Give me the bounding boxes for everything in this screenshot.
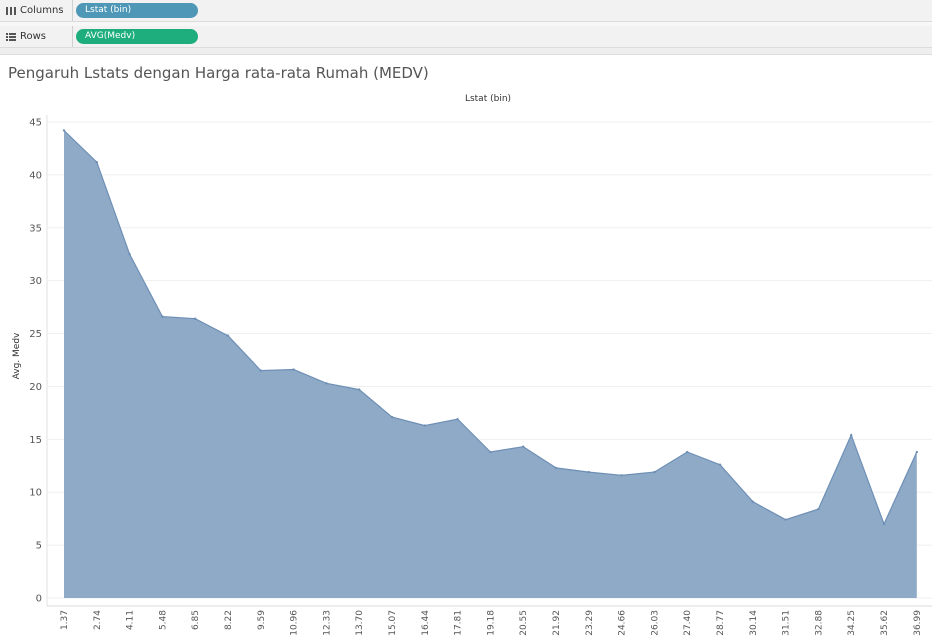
y-tick-label: 45: [29, 118, 42, 129]
y-tick-label: 10: [29, 488, 42, 499]
x-tick-label: 17.81: [454, 610, 464, 636]
column-header: Lstat (bin): [464, 94, 512, 104]
lstat-bin-pill[interactable]: Lstat (bin): [76, 3, 198, 18]
x-tick-label: 9.59: [257, 610, 267, 630]
x-tick-label: 8.22: [224, 610, 234, 630]
y-tick-label: 35: [29, 223, 42, 234]
data-point: [915, 450, 918, 454]
y-tick-label: 5: [36, 541, 42, 552]
data-point: [128, 253, 131, 256]
columns-icon: [6, 6, 16, 16]
x-tick-label: 2.74: [93, 610, 103, 630]
data-point: [161, 315, 164, 318]
rows-shelf-label: Rows: [0, 26, 73, 47]
data-point: [292, 368, 295, 371]
data-point: [784, 518, 787, 521]
data-point: [456, 418, 459, 421]
x-tick-label: 34.25: [847, 610, 857, 636]
data-point: [390, 415, 394, 419]
data-point: [882, 522, 886, 526]
x-tick-label: 6.85: [191, 610, 201, 630]
x-tick-label: 4.11: [126, 610, 136, 630]
avg-medv-pill[interactable]: AVG(Medv): [76, 29, 198, 44]
rows-shelf: Rows AVG(Medv): [0, 26, 932, 48]
x-tick-label: 1.37: [60, 610, 70, 630]
x-tick-label: 26.03: [650, 610, 660, 636]
y-tick-label: 15: [29, 435, 42, 446]
data-point: [653, 470, 656, 474]
x-tick-label: 36.99: [913, 610, 923, 636]
x-tick-label: 12.33: [322, 610, 332, 636]
data-point: [489, 450, 492, 454]
x-tick-label: 27.40: [683, 610, 693, 636]
data-point: [686, 450, 689, 454]
x-tick-label: 28.77: [716, 610, 726, 636]
rows-icon: [6, 32, 16, 42]
x-tick-label: 23.29: [585, 610, 595, 636]
data-point: [95, 160, 99, 164]
x-tick-label: 20.55: [519, 610, 529, 636]
chart-title: Pengaruh Lstats dengan Harga rata-rata R…: [8, 64, 429, 82]
x-tick-label: 16.44: [421, 610, 431, 636]
y-tick-label: 30: [29, 276, 42, 287]
x-tick-label: 30.14: [749, 610, 759, 636]
data-point: [817, 507, 820, 511]
columns-shelf: Columns Lstat (bin): [0, 0, 932, 22]
data-point: [554, 466, 558, 470]
data-point: [259, 369, 262, 372]
x-tick-label: 13.70: [355, 610, 365, 636]
rows-label-text: Rows: [20, 31, 47, 42]
data-point: [325, 382, 328, 385]
y-axis-title: Avg. Medv: [12, 332, 22, 379]
data-point: [620, 474, 623, 477]
data-point: [358, 388, 361, 391]
x-tick-label: 5.48: [158, 610, 168, 630]
data-point: [751, 500, 754, 503]
y-tick-label: 25: [29, 329, 42, 340]
data-point: [423, 424, 426, 427]
x-tick-label: 32.88: [814, 610, 824, 636]
data-point: [62, 129, 66, 132]
view-separator: [0, 48, 932, 55]
shelf-separator: [0, 22, 932, 26]
data-point: [850, 433, 853, 437]
x-tick-label: 21.92: [552, 610, 562, 636]
x-tick-label: 35.62: [880, 610, 890, 636]
data-point: [226, 334, 230, 337]
y-tick-label: 0: [36, 594, 42, 605]
columns-label-text: Columns: [20, 5, 64, 16]
data-point: [194, 317, 197, 320]
data-point: [718, 463, 722, 466]
area-fill: [64, 130, 917, 598]
x-tick-label: 24.66: [618, 610, 628, 636]
x-tick-label: 15.07: [388, 610, 398, 636]
columns-shelf-label: Columns: [0, 0, 73, 21]
x-tick-label: 19.18: [486, 610, 496, 636]
y-tick-label: 20: [29, 382, 42, 393]
x-tick-label: 10.96: [290, 610, 300, 636]
data-point: [522, 445, 525, 448]
y-tick-label: 40: [29, 170, 42, 181]
x-tick-label: 31.51: [782, 610, 792, 636]
data-point: [587, 470, 590, 474]
